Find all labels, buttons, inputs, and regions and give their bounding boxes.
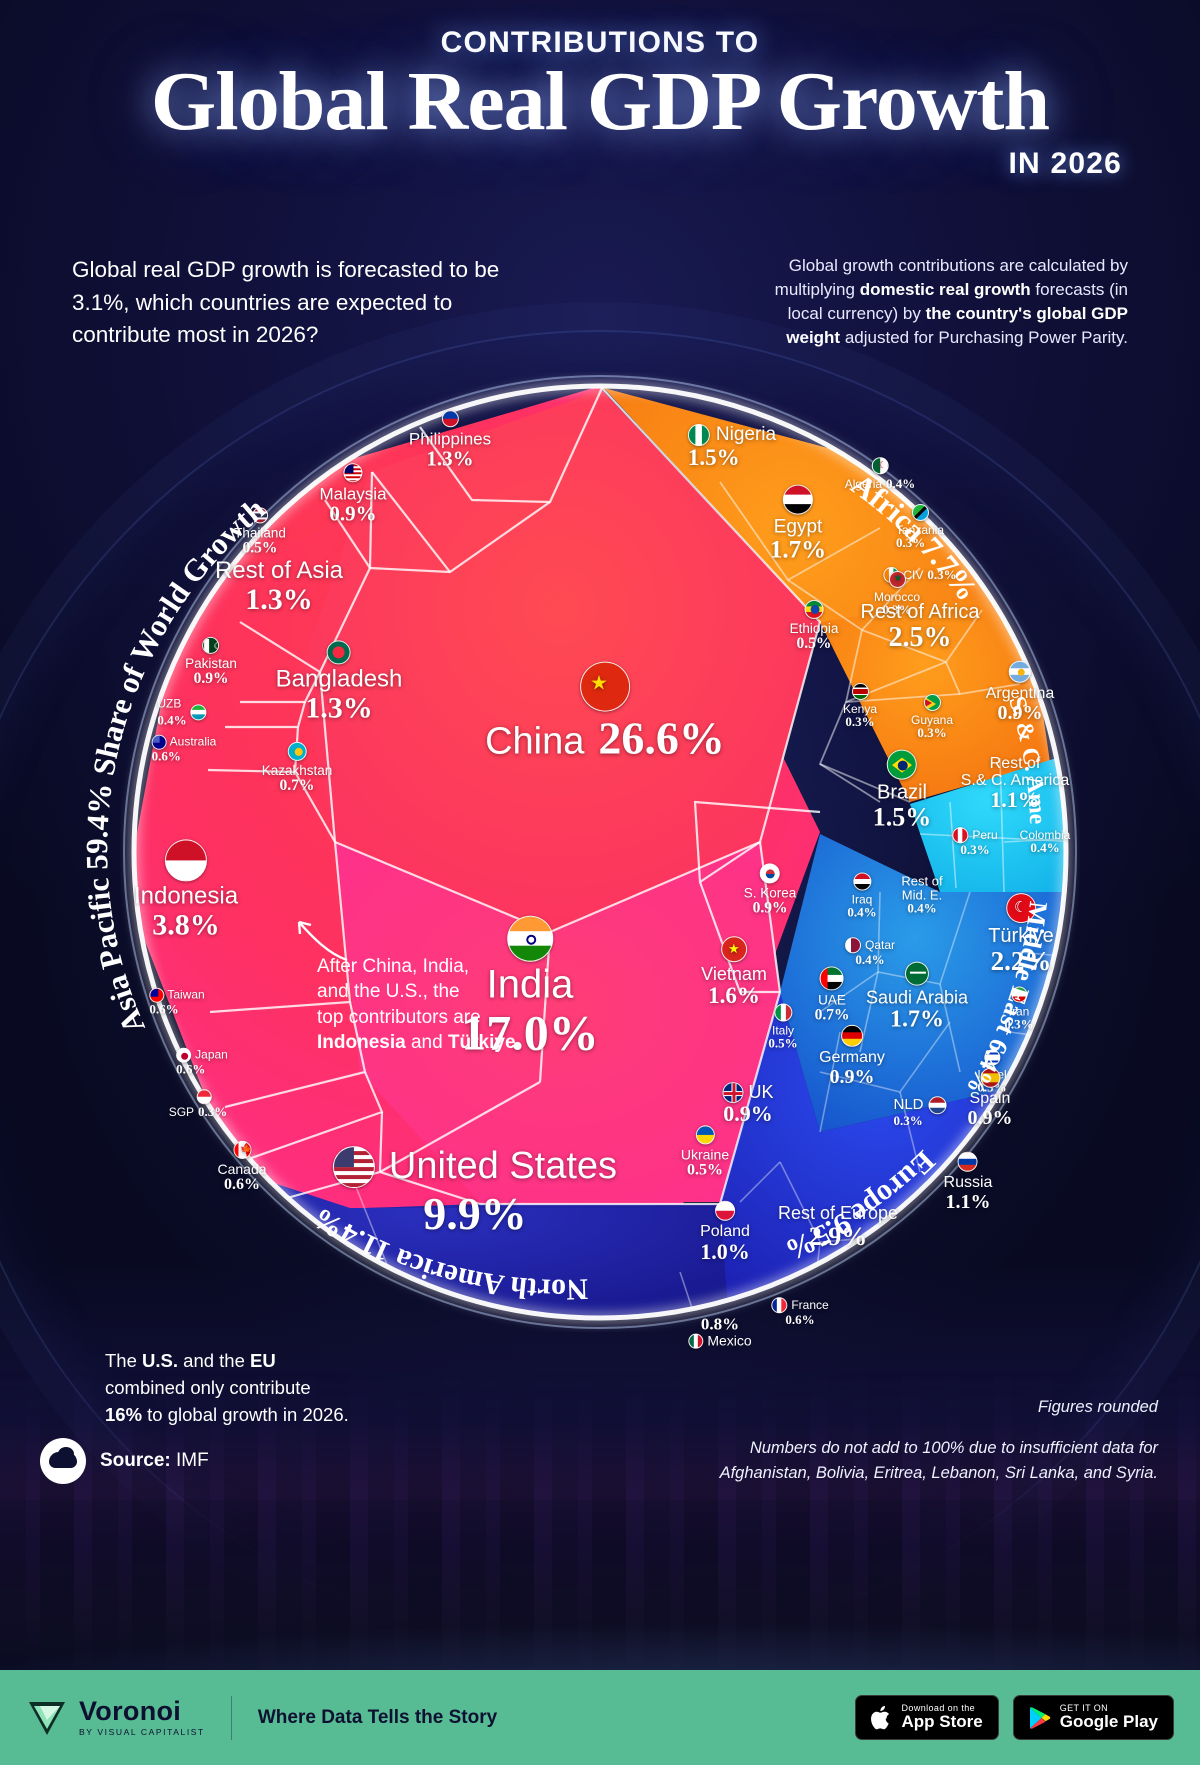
voronoi-cells [123,375,1077,1329]
google-play-button[interactable]: GET IT ON Google Play [1012,1694,1174,1741]
region-arc-labels: Asia Pacific 59.4% Share of World Growth… [79,332,1053,1306]
arc-label-africa: Africa 7.7% [845,466,985,607]
annotation-arrow [297,920,348,962]
source-text: Source: IMF [100,1450,209,1471]
app-store-button[interactable]: Download on the App Store [854,1694,999,1741]
arc-label-europe: Europe 9.5% [780,1144,941,1267]
methodology-note: Global growth contributions are calculat… [774,256,1128,348]
title-kicker: CONTRIBUTIONS TO [440,26,760,59]
logo-subtitle: BY VISUAL CAPITALIST [79,1727,205,1738]
figures-rounded-note: Figures rounded [1037,1398,1158,1416]
voronoi-logo-text: Voronoi BY VISUAL CAPITALIST [79,1698,205,1737]
annotation-line-1: After China, India, [317,956,470,977]
arc-label-sca: S. & C. America 4.4% [88,332,1050,825]
page-title: Global Real GDP Growth [150,55,1050,148]
intro-question: Global real GDP growth is forecasted to … [72,257,500,348]
annotation-line-3: top contributors are [317,1006,481,1028]
google-play-text: GET IT ON Google Play [1059,1702,1158,1732]
brand-bar: Voronoi BY VISUAL CAPITALIST Where Data … [0,1670,1200,1765]
voronoi-logo-icon [26,1698,68,1738]
arc-label-middle-east: Middle East 6.4% [961,900,1053,1100]
voronoi-logo[interactable]: Voronoi BY VISUAL CAPITALIST [26,1698,205,1738]
app-store-text: Download on the App Store [901,1702,983,1732]
cloud-icon [40,1438,86,1484]
google-play-big: Google Play [1059,1712,1158,1732]
footnote-right: Figures rounded Numbers do not add to 10… [720,1395,1158,1485]
app-store-big: App Store [901,1712,983,1732]
svg-text:Middle East 6.4%: Middle East 6.4% [961,900,1053,1100]
source-block: Source: IMF [40,1438,209,1484]
arc-label-asia-pacific: Asia Pacific 59.4% Share of World Growth [79,491,271,1039]
app-store-badges: Download on the App Store GET IT ON Goog… [854,1694,1174,1741]
svg-text:Europe 9.5%: Europe 9.5% [780,1144,941,1267]
svg-text:North America 11.4%: North America 11.4% [307,1201,588,1306]
light-trails [0,1500,1200,1670]
disclaimer-line-2: Afghanistan, Bolivia, Eritrea, Lebanon, … [719,1463,1158,1482]
title-year: IN 2026 [1008,146,1122,180]
arc-label-north-america: North America 11.4% [307,1201,588,1306]
brandbar-tagline: Where Data Tells the Story [257,1706,498,1728]
google-play-icon [1029,1706,1050,1729]
page-header: CONTRIBUTIONS TO Global Real GDP Growth … [0,0,1200,181]
annotation-text: After China, India, and the U.S., the to… [317,954,527,1056]
intro-row: Global real GDP growth is forecasted to … [0,254,1200,352]
brandbar-divider [230,1695,232,1740]
footnote-line-2: combined only contribute [105,1376,311,1398]
google-play-small: GET IT ON [1059,1702,1109,1713]
disclaimer-line-1: Numbers do not add to 100% due to insuff… [749,1438,1158,1457]
svg-text:Africa 7.7%: Africa 7.7% [845,466,985,607]
annotation-line-2: and the U.S., the [317,981,460,1003]
apple-icon [870,1705,889,1729]
footnote-line-1: The U.S. and the EU [105,1350,276,1371]
logo-name: Voronoi [79,1696,182,1727]
voronoi-chart: ★ China 26.6% India 17.0% Philippines 1.… [79,332,1080,1349]
footnote-line-3: 16% to global growth in 2026. [105,1403,349,1425]
app-store-small: Download on the [901,1702,976,1713]
annotation-line-4: Indonesia and Türkiye. [317,1032,521,1054]
svg-text:S. & C. America 4.4%: S. & C. America 4.4% [88,332,1050,825]
footnote-us-eu: The U.S. and the EU combined only contri… [105,1348,349,1428]
svg-text:Asia Pacific 59.4% Share of Wo: Asia Pacific 59.4% Share of World Growth [79,491,271,1039]
